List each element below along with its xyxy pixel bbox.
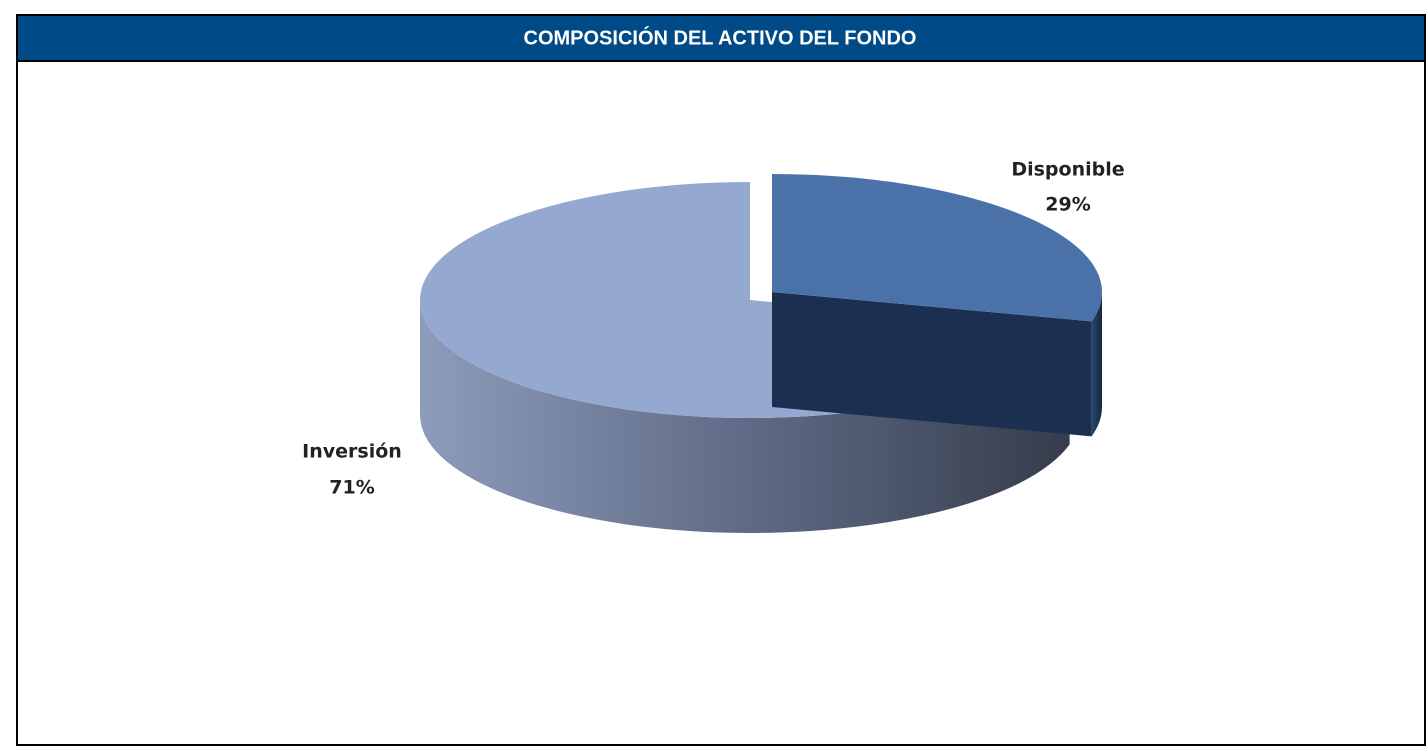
chart-title: COMPOSICIÓN DEL ACTIVO DEL FONDO [524, 25, 917, 49]
slice-value-label: 71% [329, 477, 374, 499]
header-bar [16, 14, 1426, 62]
slice [772, 174, 1102, 322]
slice-side [772, 292, 1092, 437]
pie [419, 174, 1102, 533]
slice-label: Inversión [302, 441, 402, 463]
slice-side [420, 300, 1070, 533]
slice-side [1091, 292, 1102, 437]
slice-label: Disponible [1011, 159, 1124, 181]
slice-value-label: 29% [1045, 194, 1090, 216]
